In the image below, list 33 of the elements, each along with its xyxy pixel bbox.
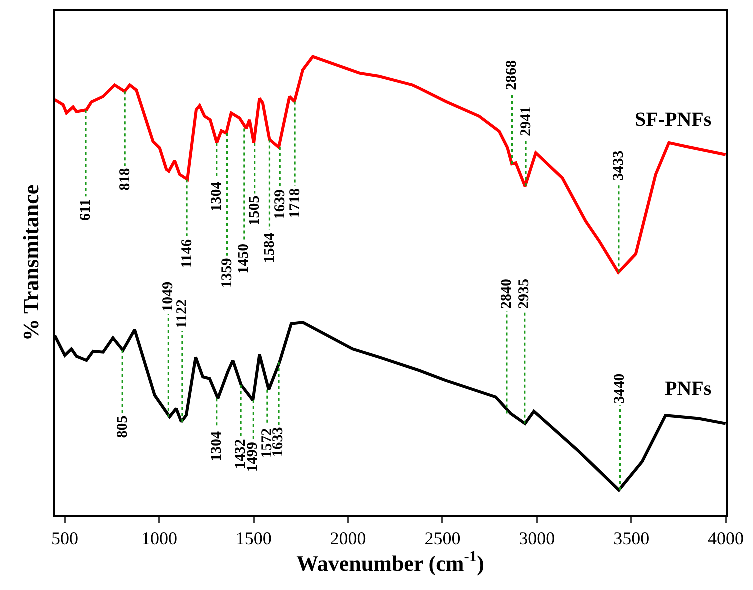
x-tick-label: 4000 <box>708 528 744 549</box>
annotation: 1304 <box>209 430 226 462</box>
annotation: 3433 <box>611 150 628 181</box>
annotation: 3440 <box>612 374 628 404</box>
annotation: 1049 <box>160 282 176 312</box>
annotation: 1584 <box>262 232 278 264</box>
x-axis-title: Wavenumber (cm$^{-1}$) <box>296 548 484 576</box>
annotation: 1450 <box>236 244 252 274</box>
x-tick-label: 2500 <box>424 528 461 549</box>
annotation: 1639 <box>272 190 289 220</box>
annotation: 1718 <box>288 188 304 219</box>
annotation: 2868 <box>504 60 520 90</box>
annotation: 1359 <box>219 258 236 288</box>
annotation: 2840 <box>498 278 515 309</box>
annotation: 1304 <box>208 181 225 212</box>
y-axis-title: % Transmitance <box>18 184 44 342</box>
annotation: 1505 <box>246 196 263 226</box>
series-label: SF-PNFs <box>635 109 712 131</box>
x-tick-label: 3500 <box>614 528 650 549</box>
x-tick-label: 1000 <box>141 528 178 549</box>
annotation: 611 <box>78 199 94 221</box>
annotation: 1499 <box>245 442 262 472</box>
x-tick-label: 3000 <box>519 528 556 549</box>
annotation: 805 <box>115 416 131 438</box>
series-label: PNFs <box>665 378 712 400</box>
x-tick-label: 2000 <box>330 528 366 549</box>
annotation: 2935 <box>516 279 533 310</box>
annotation: 1146 <box>179 238 196 269</box>
annotation: 1122 <box>174 300 190 329</box>
annotation: 2941 <box>518 106 534 137</box>
x-tick-label: 500 <box>52 528 79 549</box>
annotation: 818 <box>117 168 134 191</box>
x-tick-label: 1500 <box>236 528 272 549</box>
